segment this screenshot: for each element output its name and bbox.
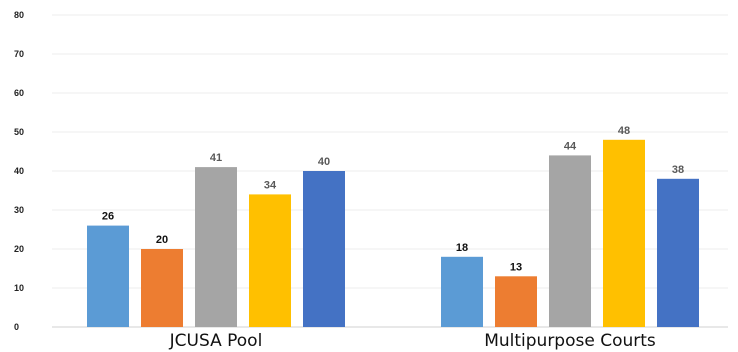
bar xyxy=(141,249,183,327)
y-tick-label: 0 xyxy=(14,322,19,332)
data-labels: 26 20 41 34 40 18 13 44 48 38 xyxy=(102,125,684,273)
x-category-label: JCUSA Pool xyxy=(169,331,263,351)
data-label: 18 xyxy=(456,242,468,254)
bar xyxy=(87,225,129,327)
data-label: 38 xyxy=(672,164,684,176)
y-tick-label: 50 xyxy=(14,127,24,137)
y-tick-label: 40 xyxy=(14,166,24,176)
data-label: 20 xyxy=(156,234,168,246)
y-axis-ticks: 0 10 20 30 40 50 60 70 80 xyxy=(14,10,24,332)
data-label: 13 xyxy=(510,261,522,273)
bar xyxy=(495,276,537,327)
y-tick-label: 20 xyxy=(14,244,24,254)
bar xyxy=(195,167,237,327)
data-label: 48 xyxy=(618,125,630,137)
data-label: 40 xyxy=(318,156,330,168)
data-label: 26 xyxy=(102,211,114,223)
y-tick-label: 30 xyxy=(14,205,24,215)
bar xyxy=(549,155,591,327)
bar xyxy=(303,171,345,327)
data-label: 34 xyxy=(264,179,277,191)
x-category-label: Multipurpose Courts xyxy=(484,331,656,351)
bar xyxy=(657,178,699,327)
bars xyxy=(87,139,699,327)
y-tick-label: 80 xyxy=(14,10,24,20)
bar xyxy=(603,139,645,327)
data-label: 41 xyxy=(210,152,222,164)
data-label: 44 xyxy=(564,140,577,152)
x-axis-categories: JCUSA Pool Multipurpose Courts xyxy=(169,331,656,351)
y-tick-label: 10 xyxy=(14,283,24,293)
y-tick-label: 70 xyxy=(14,49,24,59)
bar xyxy=(249,194,291,327)
y-tick-label: 60 xyxy=(14,88,24,98)
bar xyxy=(441,256,483,327)
